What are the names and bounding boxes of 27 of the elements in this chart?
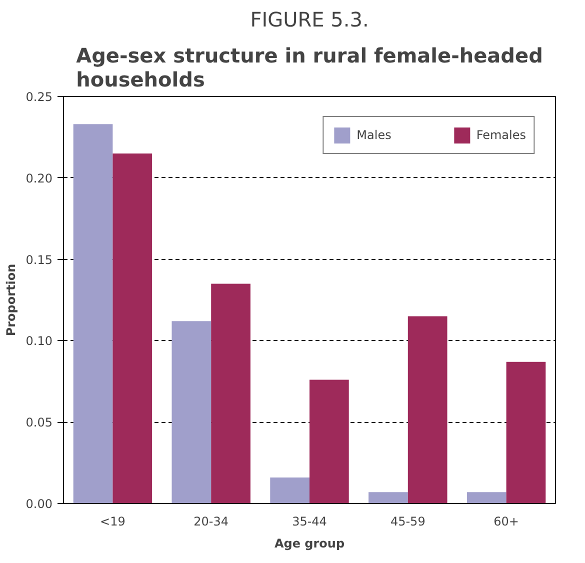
x-tick-label: 20-34 <box>194 514 229 528</box>
x-tick-label: 60+ <box>494 514 519 528</box>
x-tick-label: <19 <box>100 514 126 528</box>
bar <box>466 492 506 504</box>
bar <box>310 380 349 504</box>
bar <box>270 477 310 504</box>
bar <box>408 316 448 504</box>
x-axis-title: Age group <box>274 536 345 550</box>
y-tick-label: 0.05 <box>26 416 52 430</box>
bar <box>368 492 408 504</box>
x-tick-label: 45-59 <box>390 514 426 528</box>
chart-title: FIGURE 5.3. <box>250 8 369 32</box>
y-axis-title: Proportion <box>4 264 18 336</box>
bar <box>73 124 113 504</box>
y-tick-label: 0.10 <box>26 334 52 348</box>
bar <box>172 321 212 504</box>
bar <box>112 153 152 504</box>
y-tick-label: 0.25 <box>26 90 52 104</box>
y-tick-label: 0.15 <box>26 252 52 267</box>
y-tick-label: 0.00 <box>26 497 52 511</box>
chart-subtitle: Age-sex structure in rural female-headed households <box>76 44 543 92</box>
bar <box>506 362 546 504</box>
y-tick-label: 0.20 <box>26 171 52 186</box>
bar <box>211 284 250 504</box>
x-tick-label: 35-44 <box>292 514 327 528</box>
legend-label: Females <box>476 128 526 142</box>
legend-label: Males <box>356 128 392 142</box>
